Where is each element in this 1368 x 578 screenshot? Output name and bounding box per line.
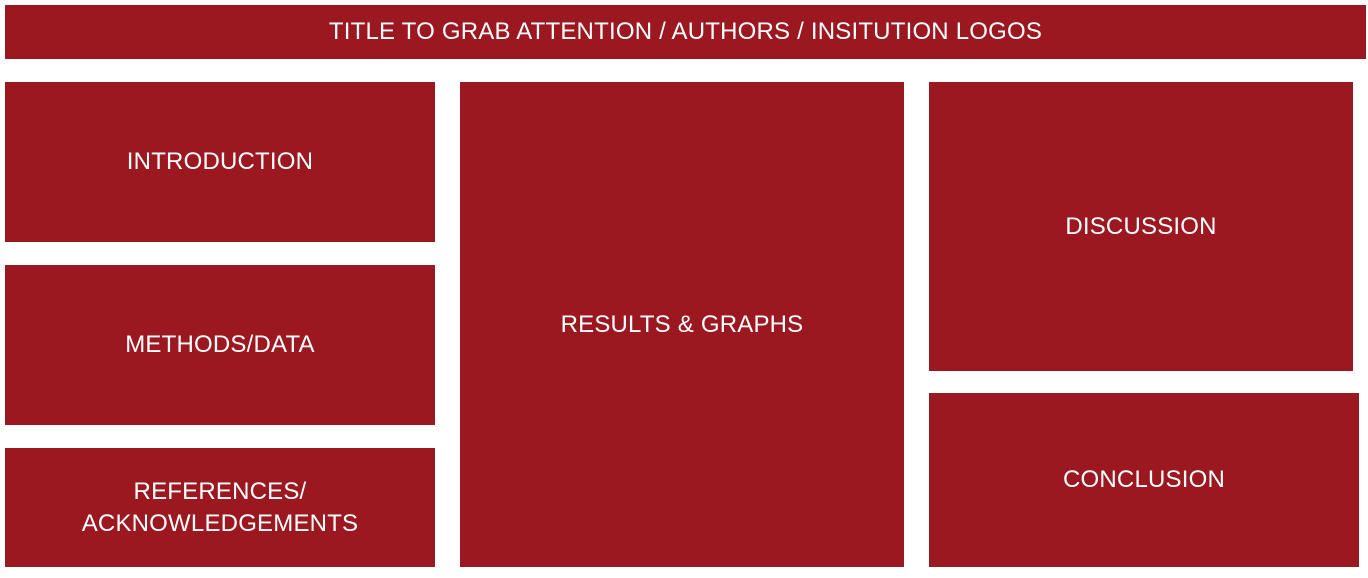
results-panel: RESULTS & GRAPHS	[460, 82, 904, 567]
methods-panel: METHODS/DATA	[5, 265, 435, 425]
conclusion-panel: CONCLUSION	[929, 393, 1359, 567]
introduction-panel: INTRODUCTION	[5, 82, 435, 242]
title-text: TITLE TO GRAB ATTENTION / AUTHORS / INSI…	[328, 18, 1043, 45]
results-label: RESULTS & GRAPHS	[560, 310, 804, 338]
conclusion-label: CONCLUSION	[1062, 466, 1226, 493]
title-banner: TITLE TO GRAB ATTENTION / AUTHORS / INSI…	[5, 5, 1366, 59]
discussion-label: DISCUSSION	[1065, 212, 1217, 240]
introduction-label: INTRODUCTION	[126, 148, 314, 175]
references-panel: REFERENCES/ ACKNOWLEDGEMENTS	[5, 448, 435, 567]
references-label: REFERENCES/ ACKNOWLEDGEMENTS	[81, 477, 359, 537]
discussion-panel: DISCUSSION	[929, 82, 1353, 371]
methods-label: METHODS/DATA	[125, 331, 315, 358]
